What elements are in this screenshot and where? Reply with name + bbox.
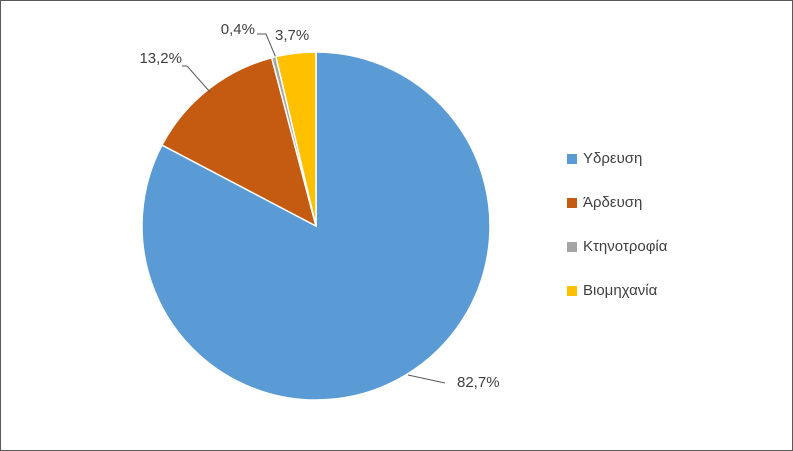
legend-label: Υδρευση [583, 150, 642, 167]
leader-line [407, 374, 446, 384]
leader-line [182, 65, 211, 93]
legend-swatch [567, 286, 577, 296]
data-label: 82,7% [457, 374, 500, 391]
legend-swatch [567, 242, 577, 252]
legend-swatch [567, 154, 577, 164]
pie-slice [275, 51, 317, 227]
legend-label: Άρδευση [583, 194, 642, 211]
data-label: 13,2% [139, 50, 182, 67]
leader-line [257, 33, 277, 59]
data-label: 0,4% [221, 21, 255, 38]
legend-label: Βιομηχανία [583, 282, 658, 299]
legend-label: Κτηνοτροφία [583, 238, 668, 255]
data-label: 3,7% [275, 27, 309, 44]
legend-swatch [567, 198, 577, 208]
